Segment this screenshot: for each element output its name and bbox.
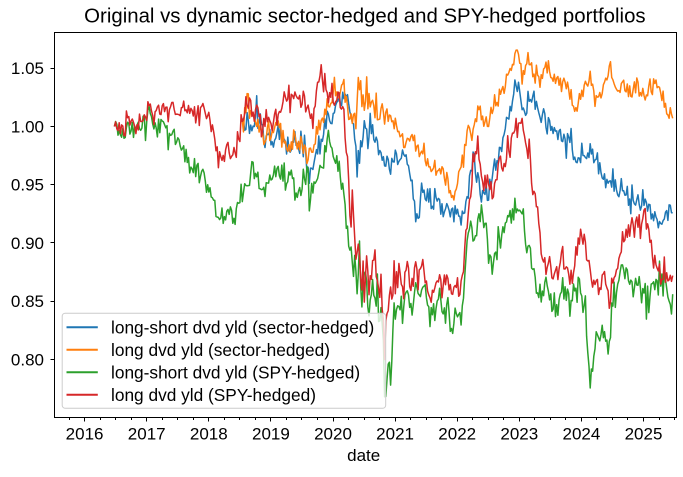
svg-text:2024: 2024 — [562, 425, 600, 444]
svg-text:2021: 2021 — [376, 425, 414, 444]
svg-text:2017: 2017 — [128, 425, 166, 444]
svg-text:2016: 2016 — [66, 425, 104, 444]
svg-text:2023: 2023 — [500, 425, 538, 444]
svg-text:Original vs dynamic sector-hed: Original vs dynamic sector-hedged and SP… — [84, 6, 645, 28]
svg-text:2025: 2025 — [625, 425, 663, 444]
svg-text:2020: 2020 — [314, 425, 352, 444]
svg-text:0.80: 0.80 — [11, 350, 44, 369]
svg-text:0.90: 0.90 — [11, 234, 44, 253]
svg-text:date: date — [347, 446, 380, 465]
svg-text:long-short dvd yld (SPY-hedged: long-short dvd yld (SPY-hedged) — [111, 363, 360, 383]
svg-text:2019: 2019 — [252, 425, 290, 444]
svg-text:long dvd yld (sector-hedged): long dvd yld (sector-hedged) — [111, 340, 330, 360]
svg-text:1.00: 1.00 — [11, 117, 44, 136]
svg-text:0.85: 0.85 — [11, 292, 44, 311]
svg-text:2018: 2018 — [190, 425, 228, 444]
svg-text:1.05: 1.05 — [11, 59, 44, 78]
svg-text:long dvd yld (SPY-hedged): long dvd yld (SPY-hedged) — [111, 385, 316, 405]
svg-text:2022: 2022 — [438, 425, 476, 444]
svg-text:long-short dvd yld (sector-hed: long-short dvd yld (sector-hedged) — [111, 318, 374, 338]
svg-text:0.95: 0.95 — [11, 176, 44, 195]
